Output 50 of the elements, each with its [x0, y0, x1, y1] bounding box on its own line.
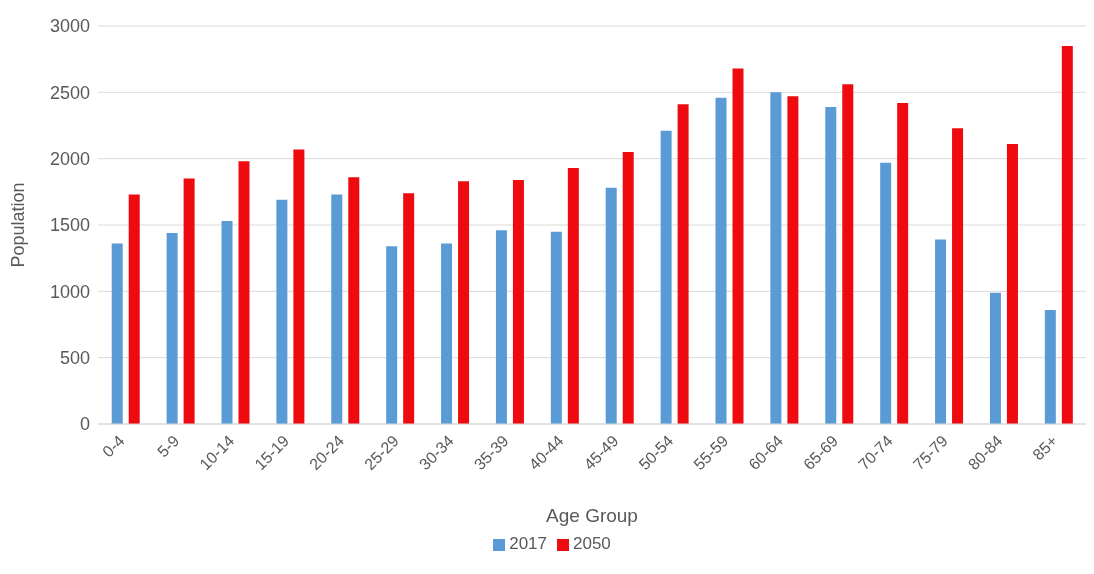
- x-tick-label: 0-4: [99, 432, 128, 461]
- bar: [935, 239, 947, 424]
- bar: [677, 104, 689, 424]
- bar: [1061, 45, 1073, 424]
- bar: [787, 96, 799, 424]
- bar: [348, 177, 360, 424]
- bar: [495, 230, 507, 424]
- legend-label: 2017: [509, 534, 547, 553]
- bar: [605, 187, 617, 424]
- bar: [293, 149, 305, 424]
- bar: [715, 97, 727, 424]
- bar: [567, 167, 579, 424]
- bar: [238, 161, 250, 424]
- y-axis-title: Population: [8, 182, 29, 268]
- bar: [221, 221, 233, 424]
- bar: [276, 199, 288, 424]
- bar: [111, 243, 123, 424]
- bar: [1006, 144, 1018, 424]
- bar: [732, 68, 744, 424]
- legend-label: 2050: [573, 534, 611, 553]
- x-axis-title: Age Group: [546, 505, 638, 526]
- bar: [166, 232, 178, 424]
- bar: [403, 193, 415, 424]
- bar: [512, 179, 524, 424]
- bar: [331, 194, 343, 424]
- bar: [550, 231, 562, 424]
- bar: [880, 162, 892, 424]
- y-tick-label: 1000: [49, 281, 90, 302]
- y-tick-label: 2500: [49, 82, 90, 103]
- y-tick-label: 2000: [49, 149, 90, 170]
- bar: [952, 128, 964, 424]
- bar: [441, 243, 453, 424]
- y-tick-label: 0: [79, 414, 90, 435]
- y-tick-label: 3000: [49, 16, 90, 37]
- bar: [989, 292, 1001, 424]
- bar: [1044, 309, 1056, 424]
- bar: [842, 84, 854, 424]
- bar: [825, 106, 837, 424]
- bar: [897, 102, 909, 424]
- bar: [458, 181, 470, 424]
- x-tick-label: 5-9: [154, 432, 183, 461]
- bar: [128, 194, 140, 424]
- bar: [770, 92, 782, 424]
- bar: [386, 246, 398, 424]
- bar: [183, 178, 195, 424]
- bar: [622, 152, 634, 424]
- y-tick-label: 1500: [49, 215, 90, 236]
- bar: [660, 130, 672, 424]
- y-tick-label: 500: [59, 348, 90, 369]
- x-tick-label: 85+: [1029, 432, 1061, 464]
